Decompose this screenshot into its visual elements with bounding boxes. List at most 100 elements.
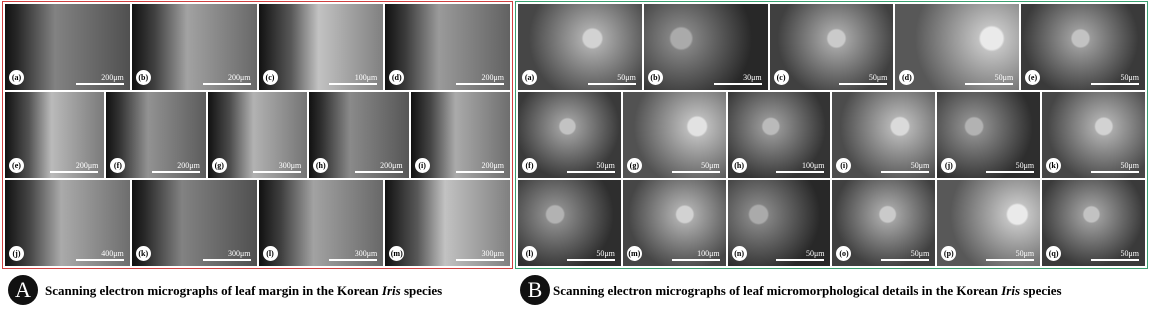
micrograph: (p) 50μm xyxy=(937,180,1041,266)
scale-text: 50μm xyxy=(1120,249,1139,258)
scale-bar xyxy=(986,259,1035,261)
image-row: (a) 200μm (b) 200μm (c) 100μm (d) 200μm xyxy=(5,4,510,90)
micrograph: (d) 50μm xyxy=(895,4,1020,90)
scale-bar xyxy=(776,171,825,173)
panel-label: (n) xyxy=(731,246,747,261)
panel-badge: B xyxy=(520,275,550,305)
micrograph: (a) 50μm xyxy=(518,4,642,90)
micrograph: (b) 30μm xyxy=(643,4,768,90)
scale-text: 50μm xyxy=(701,161,720,170)
scale-bar xyxy=(776,259,825,261)
scale-text: 50μm xyxy=(617,73,636,82)
scale-text: 200μm xyxy=(227,73,251,82)
micrograph: (c) 100μm xyxy=(258,4,384,90)
scale-text: 50μm xyxy=(1015,161,1035,170)
micrograph: (i) 50μm xyxy=(832,92,936,178)
micrograph: (l) 50μm xyxy=(518,180,621,266)
micrograph: (j) 50μm xyxy=(937,92,1041,178)
scale-text: 30μm xyxy=(743,73,762,82)
image-row: (e) 200μm (f) 200μm (g) 300μm (h) 200μm (i) 200μm xyxy=(5,92,511,178)
scale-text: 50μm xyxy=(1015,249,1035,258)
scale-text: 200μm xyxy=(481,73,504,82)
panel-label: (e) xyxy=(1025,70,1041,85)
scale-bar xyxy=(671,171,720,173)
panel-label: (f) xyxy=(522,158,537,173)
scale-bar xyxy=(456,259,504,261)
image-row: (j) 400μm (k) 300μm (l) 300μm (m) 300μm xyxy=(5,180,510,266)
panel-label: (j) xyxy=(941,158,957,173)
scale-text: 50μm xyxy=(910,161,930,170)
scale-bar xyxy=(671,259,720,261)
scale-bar xyxy=(329,83,378,85)
scale-bar xyxy=(1090,171,1139,173)
panel-label: (g) xyxy=(626,158,642,173)
panel-label: (b) xyxy=(647,70,663,85)
scale-bar xyxy=(566,259,615,261)
scale-text: 100μm xyxy=(697,249,720,258)
scale-text: 100μm xyxy=(801,161,825,170)
scale-text: 50μm xyxy=(596,249,615,258)
micrograph: (f) 200μm xyxy=(106,92,206,178)
micrograph: (j) 400μm xyxy=(5,180,130,266)
scale-text: 300μm xyxy=(354,249,378,258)
scale-text: 300μm xyxy=(278,161,302,170)
micrograph: (e) 200μm xyxy=(5,92,105,178)
scale-bar xyxy=(713,83,762,85)
scale-text: 50μm xyxy=(596,161,615,170)
micrograph: (h) 100μm xyxy=(727,92,831,178)
caption-part: species xyxy=(400,283,443,298)
scale-text: 200μm xyxy=(177,161,200,170)
caption: Scanning electron micrographs of leaf mi… xyxy=(553,283,1062,299)
panel-label: (l) xyxy=(522,246,537,261)
micrograph: (g) 300μm xyxy=(207,92,308,178)
scale-bar xyxy=(881,171,930,173)
image-row: (a) 50μm (b) 30μm (c) 50μm (d) 50μm (e) 50μm xyxy=(518,4,1145,90)
micrograph: (m) 300μm xyxy=(385,180,510,266)
caption-part: species xyxy=(1020,283,1062,298)
scale-bar xyxy=(329,259,378,261)
micrograph: (d) 200μm xyxy=(385,4,510,90)
scale-bar xyxy=(151,171,200,173)
panel-label: (m) xyxy=(389,246,405,261)
scale-text: 50μm xyxy=(805,249,825,258)
caption: Scanning electron micrographs of leaf ma… xyxy=(45,283,442,299)
panel-label: (a) xyxy=(522,70,537,85)
scale-text: 100μm xyxy=(354,73,378,82)
scale-bar xyxy=(253,171,302,173)
panel-label: (d) xyxy=(389,70,405,85)
scale-text: 200μm xyxy=(101,73,124,82)
micrograph: (k) 50μm xyxy=(1042,92,1145,178)
scale-text: 300μm xyxy=(481,249,504,258)
micrograph: (f) 50μm xyxy=(518,92,621,178)
scale-bar xyxy=(986,171,1035,173)
scale-bar xyxy=(881,259,930,261)
panel-label: (c) xyxy=(262,70,278,85)
scale-bar xyxy=(456,83,504,85)
panel-label: (i) xyxy=(414,158,430,173)
scale-bar xyxy=(456,171,505,173)
panel-frame: (a) 50μm (b) 30μm (c) 50μm (d) 50μm (e) 50μm (f) 50… xyxy=(515,1,1148,269)
scale-text: 50μm xyxy=(1120,73,1139,82)
panel-label: (q) xyxy=(1046,246,1062,261)
scale-text: 50μm xyxy=(994,73,1014,82)
panel-label: (d) xyxy=(899,70,915,85)
micrograph: (m) 100μm xyxy=(622,180,726,266)
micrograph: (g) 50μm xyxy=(622,92,726,178)
panel-label: (j) xyxy=(9,246,24,261)
scale-bar xyxy=(1090,83,1139,85)
panel-label: (h) xyxy=(731,158,747,173)
scale-text: 50μm xyxy=(910,249,930,258)
scale-bar xyxy=(354,171,403,173)
caption-part: Scanning electron micrographs of leaf mi… xyxy=(553,283,1002,298)
caption-part: Iris xyxy=(1001,283,1021,298)
panel-label: (f) xyxy=(110,158,126,173)
micrograph: (a) 200μm xyxy=(5,4,130,90)
scale-bar xyxy=(202,259,251,261)
panel-label: (k) xyxy=(1046,158,1062,173)
scale-text: 200μm xyxy=(481,161,505,170)
micrograph: (c) 50μm xyxy=(769,4,894,90)
panel-label: (o) xyxy=(836,246,852,261)
scale-bar xyxy=(965,83,1014,85)
scale-bar xyxy=(566,171,615,173)
